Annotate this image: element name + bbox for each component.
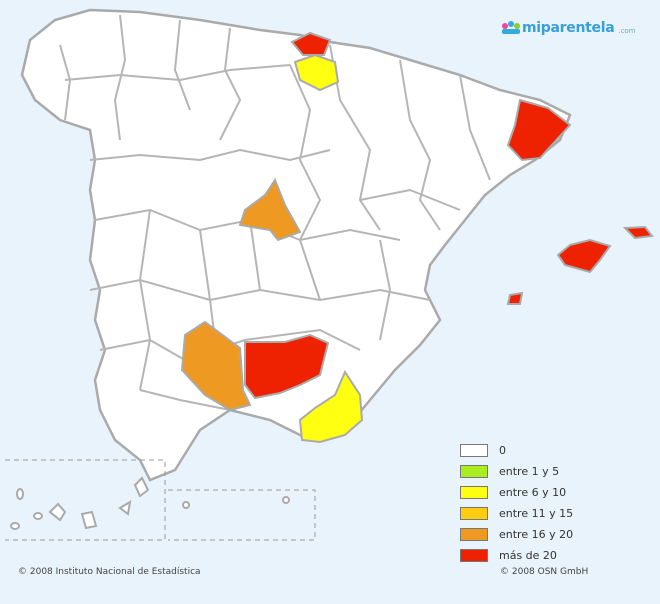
canary-islands	[10, 476, 150, 530]
site-logo[interactable]: miparentela .com	[522, 20, 636, 36]
logo-suffix: .com	[618, 27, 636, 35]
legend-label: más de 20	[499, 549, 557, 562]
province-segovia[interactable]	[238, 177, 302, 242]
legend-label: entre 11 y 15	[499, 507, 574, 520]
osn-credit: © 2008 OSN GmbH	[500, 567, 589, 577]
legend-swatch	[460, 549, 488, 562]
ceuta-melilla-inset-frame	[168, 489, 316, 541]
province-gipuzkoa[interactable]	[290, 31, 332, 56]
legend-swatch	[460, 528, 488, 541]
ceuta	[182, 501, 190, 509]
legend-item: 0	[460, 440, 573, 461]
province-mallorca[interactable]	[556, 238, 612, 274]
legend-swatch	[460, 486, 488, 499]
legend-label: entre 16 y 20	[499, 528, 574, 541]
legend-item: entre 11 y 15	[460, 503, 573, 524]
legend-item: entre 1 y 5	[460, 461, 573, 482]
peninsula-outline	[20, 8, 572, 482]
legend-label: entre 1 y 5	[499, 465, 560, 478]
legend-item: entre 16 y 20	[460, 524, 573, 545]
legend-item: más de 20	[460, 545, 573, 566]
legend-swatch	[460, 444, 488, 457]
map-legend: 0 entre 1 y 5 entre 6 y 10 entre 11 y 15…	[460, 440, 573, 566]
legend-label: entre 6 y 10	[499, 486, 567, 499]
logo-text: miparentela	[522, 20, 615, 36]
legend-item: entre 6 y 10	[460, 482, 573, 503]
people-logo-icon	[502, 21, 520, 34]
province-jaen[interactable]	[244, 333, 330, 400]
ine-credit: © 2008 Instituto Nacional de Estadística	[18, 567, 201, 577]
province-menorca[interactable]	[622, 225, 654, 240]
melilla	[282, 496, 290, 504]
province-ibiza[interactable]	[506, 291, 524, 305]
legend-label: 0	[499, 444, 506, 457]
province-barcelona[interactable]	[506, 98, 572, 162]
province-cordoba[interactable]	[180, 320, 252, 412]
legend-swatch	[460, 465, 488, 478]
province-alava[interactable]	[293, 53, 340, 92]
province-almeria[interactable]	[298, 369, 364, 444]
canary-inset-frame	[5, 459, 166, 541]
legend-swatch	[460, 507, 488, 520]
